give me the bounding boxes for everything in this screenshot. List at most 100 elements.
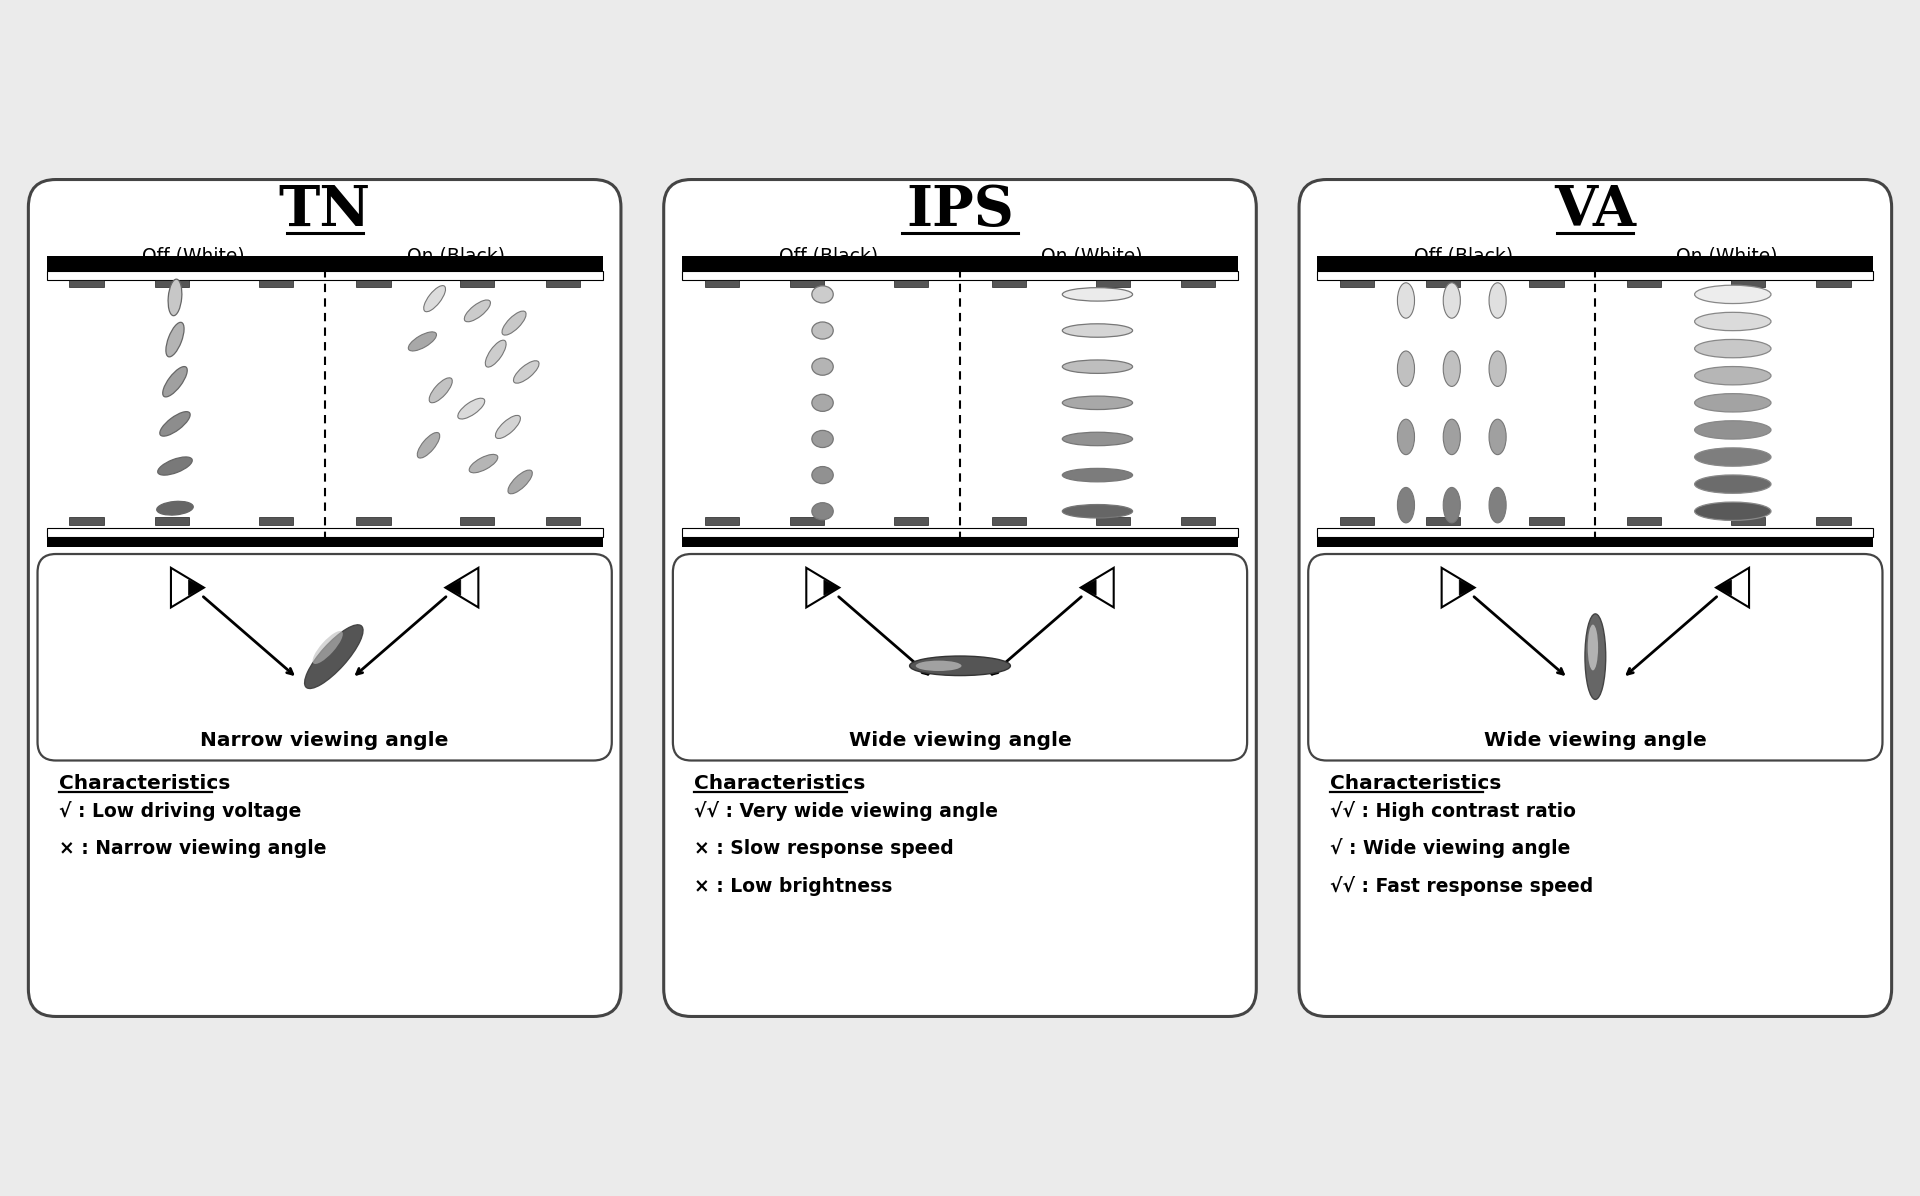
Ellipse shape	[409, 331, 436, 350]
Text: √√ : Very wide viewing angle: √√ : Very wide viewing angle	[695, 800, 998, 820]
Ellipse shape	[1695, 421, 1770, 439]
Ellipse shape	[1062, 432, 1133, 446]
Bar	[1317, 256, 1874, 273]
Ellipse shape	[165, 322, 184, 356]
Bar	[461, 518, 495, 525]
Ellipse shape	[1586, 614, 1605, 700]
FancyBboxPatch shape	[664, 179, 1256, 1017]
Ellipse shape	[1444, 420, 1461, 454]
Text: TN: TN	[278, 183, 371, 238]
Polygon shape	[1442, 568, 1475, 608]
Text: IPS: IPS	[906, 183, 1014, 238]
Bar	[705, 518, 739, 525]
FancyBboxPatch shape	[1308, 554, 1882, 761]
Ellipse shape	[916, 660, 962, 671]
Ellipse shape	[1490, 282, 1505, 318]
Bar	[1425, 280, 1459, 287]
Ellipse shape	[501, 311, 526, 335]
Ellipse shape	[157, 501, 194, 515]
Ellipse shape	[1695, 475, 1770, 493]
Ellipse shape	[1062, 469, 1133, 482]
Ellipse shape	[1695, 312, 1770, 330]
Polygon shape	[1716, 580, 1732, 596]
Ellipse shape	[305, 624, 363, 689]
Text: √√ : High contrast ratio: √√ : High contrast ratio	[1331, 800, 1576, 820]
Text: Characteristics: Characteristics	[695, 774, 866, 793]
Ellipse shape	[1695, 447, 1770, 466]
Ellipse shape	[1062, 324, 1133, 337]
Ellipse shape	[1490, 350, 1505, 386]
Bar	[993, 518, 1025, 525]
Polygon shape	[188, 580, 204, 596]
Bar	[545, 280, 580, 287]
Polygon shape	[1459, 580, 1475, 596]
Text: Off (White): Off (White)	[142, 246, 244, 266]
Polygon shape	[1081, 568, 1114, 608]
Bar	[69, 280, 104, 287]
Ellipse shape	[1398, 420, 1415, 454]
FancyBboxPatch shape	[29, 179, 620, 1017]
Ellipse shape	[465, 300, 490, 322]
Polygon shape	[806, 568, 839, 608]
Ellipse shape	[1444, 350, 1461, 386]
Text: √ : Low driving voltage: √ : Low driving voltage	[60, 800, 301, 820]
Bar	[682, 256, 1238, 273]
FancyBboxPatch shape	[1300, 179, 1891, 1017]
Polygon shape	[445, 580, 461, 596]
FancyBboxPatch shape	[38, 554, 612, 761]
Bar	[682, 527, 1238, 537]
Bar	[1732, 280, 1764, 287]
Ellipse shape	[430, 378, 453, 403]
Bar	[682, 271, 1238, 280]
Bar	[895, 518, 927, 525]
Ellipse shape	[513, 361, 540, 383]
Bar	[69, 518, 104, 525]
Bar	[1816, 518, 1851, 525]
Bar	[1732, 518, 1764, 525]
Ellipse shape	[1398, 282, 1415, 318]
Ellipse shape	[1398, 488, 1415, 523]
Bar	[156, 518, 188, 525]
Bar	[1181, 518, 1215, 525]
Ellipse shape	[417, 433, 440, 458]
Polygon shape	[171, 568, 204, 608]
Ellipse shape	[169, 279, 182, 316]
FancyBboxPatch shape	[672, 554, 1248, 761]
Polygon shape	[824, 580, 839, 596]
Text: On (White): On (White)	[1676, 246, 1778, 266]
Text: Characteristics: Characteristics	[1331, 774, 1501, 793]
Ellipse shape	[1695, 502, 1770, 520]
Ellipse shape	[313, 631, 344, 664]
Text: Off (Black): Off (Black)	[1415, 246, 1513, 266]
Bar	[1340, 280, 1375, 287]
Bar	[259, 518, 294, 525]
Bar	[1816, 280, 1851, 287]
Bar	[1181, 280, 1215, 287]
Bar	[1317, 271, 1874, 280]
Ellipse shape	[1588, 624, 1597, 671]
Bar	[1317, 531, 1874, 548]
Ellipse shape	[1695, 285, 1770, 304]
Polygon shape	[1081, 580, 1096, 596]
Ellipse shape	[812, 431, 833, 447]
Bar	[46, 256, 603, 273]
Text: × : Low brightness: × : Low brightness	[695, 877, 893, 896]
Ellipse shape	[1062, 505, 1133, 518]
Ellipse shape	[1062, 360, 1133, 373]
Bar	[791, 280, 824, 287]
Ellipse shape	[486, 340, 507, 367]
Text: VA: VA	[1555, 183, 1636, 238]
Ellipse shape	[157, 457, 192, 475]
Ellipse shape	[1444, 282, 1461, 318]
Ellipse shape	[812, 322, 833, 340]
Ellipse shape	[1398, 350, 1415, 386]
Ellipse shape	[1062, 396, 1133, 409]
Bar	[682, 531, 1238, 548]
Bar	[1626, 280, 1661, 287]
Bar	[1530, 518, 1563, 525]
Ellipse shape	[509, 470, 532, 494]
Bar	[1317, 527, 1874, 537]
Bar	[1626, 518, 1661, 525]
Bar	[357, 518, 390, 525]
Ellipse shape	[812, 466, 833, 483]
